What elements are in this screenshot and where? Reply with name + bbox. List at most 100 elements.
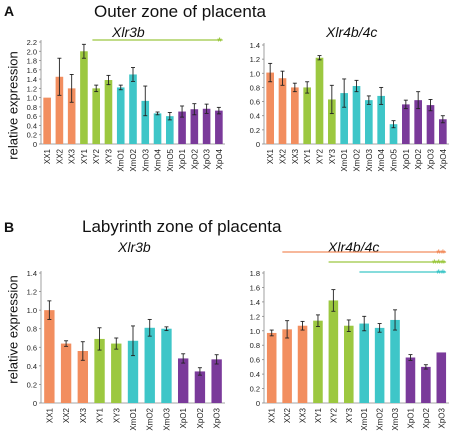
bar-XY1 [313, 320, 323, 403]
bar-XX3 [291, 87, 299, 144]
x-tick-label: XY3 [328, 148, 337, 164]
x-tick-label: XpO4 [439, 148, 448, 169]
x-tick-label: XpO2 [196, 407, 205, 428]
x-tick-label: XY2 [92, 148, 101, 164]
bar-XpO4 [439, 119, 447, 144]
bar-XX1 [44, 310, 55, 403]
bar-XpO3 [202, 108, 211, 144]
y-tick-label: 1.0 [250, 327, 260, 336]
bar-XmO5 [389, 124, 398, 144]
bar-XpO1 [405, 357, 416, 403]
bar-XpO1 [177, 358, 189, 403]
bar-XmO2 [129, 74, 137, 144]
x-tick-label: XpO1 [406, 407, 415, 428]
bar-XY1 [80, 51, 88, 144]
bar-XmO5 [165, 116, 174, 144]
y-tick-label: 0.6 [27, 343, 37, 352]
x-tick-label: XX2 [283, 407, 292, 423]
bar-XX1 [266, 72, 274, 144]
y-tick-label: 0.2 [250, 385, 260, 394]
bar-XX1 [266, 332, 277, 403]
bar-XY3 [111, 343, 122, 403]
y-tick-label: 0 [33, 140, 37, 149]
y-tick-label: 1.8 [27, 57, 37, 66]
y-tick-label: 0.2 [250, 126, 260, 135]
x-tick-label: XpO2 [414, 148, 423, 169]
y-tick-label: 1.6 [27, 66, 37, 75]
x-tick-label: XmO1 [117, 148, 126, 171]
x-tick-label: XmO2 [146, 407, 155, 430]
x-tick-label: XX2 [279, 148, 288, 164]
chart-1: 00.20.40.60.81.01.21.41.61.82.02.2 XX1 XX2… [27, 36, 225, 172]
bar-XmO4 [377, 95, 385, 144]
y-tick-label: 1.4 [27, 75, 37, 84]
bar-XmO1 [116, 87, 125, 144]
bar-XY2 [328, 300, 339, 403]
y-tick-label: 1.0 [27, 306, 37, 315]
x-tick-label: XmO3 [141, 148, 150, 171]
y-tick-label: 0.8 [250, 83, 260, 92]
bar-XX2 [278, 78, 287, 144]
significance-marks: *** [432, 258, 446, 270]
chart-4: 0 0.2 0.4 0.6 0.8 1.0 1.2 1.4 1.6 1.8 XX1 XX2 XX3 XY1… [250, 248, 449, 431]
significance-marks: ** [437, 248, 446, 260]
bar-XmO2 [144, 327, 155, 403]
x-tick-label: XY1 [80, 148, 89, 164]
x-tick-label: XmO2 [129, 148, 138, 171]
bar-XpO2 [421, 366, 431, 403]
y-tick-label: 1.4 [250, 298, 260, 307]
bar-XpO2 [190, 109, 199, 144]
bar-XY2 [315, 57, 324, 144]
y-tick-label: 1.4 [27, 269, 37, 278]
bar-XpO3 [211, 359, 222, 403]
y-tick-label: 0 [256, 399, 260, 408]
panel-a-title: Outer zone of placenta [94, 2, 267, 21]
x-tick-label: XX2 [62, 407, 71, 423]
bar-XpO1 [402, 104, 410, 144]
x-tick-label: XX3 [79, 407, 88, 423]
x-tick-label: XpO4 [215, 148, 224, 169]
bar-XY3 [328, 99, 336, 144]
x-tick-label: XpO2 [190, 148, 199, 169]
y-tick-label: 1.0 [250, 69, 260, 78]
y-tick-label: 0.8 [250, 341, 260, 350]
bar-XmO3 [161, 328, 172, 403]
x-tick-label: XY1 [96, 407, 105, 423]
x-tick-label: XY1 [314, 407, 323, 423]
bar-XmO3 [141, 100, 150, 144]
bar-XY3 [344, 325, 354, 403]
chart-b2-title: Xlr4b/4c [328, 239, 380, 255]
bar-XY1 [303, 87, 311, 144]
y-tick-label: 0.8 [27, 103, 37, 112]
y-tick-label: 0.4 [27, 121, 37, 130]
x-tick-label: XpO1 [178, 148, 187, 169]
bar-XpO1 [178, 111, 186, 144]
x-tick-label: XX1 [43, 148, 52, 164]
bar-XmO1 [127, 340, 139, 403]
bar-XpO4 [215, 110, 223, 144]
y-tick-label: 0.4 [250, 370, 260, 379]
y-tick-label: 1.8 [250, 269, 260, 278]
x-tick-label: XmO1 [360, 407, 369, 430]
y-tick-label: 1.2 [250, 55, 260, 64]
x-tick-label: XmO5 [166, 148, 175, 171]
y-tick-label: 0.4 [250, 112, 260, 121]
bar-XX1 [43, 97, 51, 144]
x-tick-label: XX1 [45, 407, 54, 423]
bar-XmO2 [374, 327, 385, 403]
bar-XmO3 [390, 319, 400, 403]
x-tick-label: XmO4 [154, 148, 163, 171]
x-tick-label: XY3 [112, 407, 121, 423]
x-tick-label: XmO2 [353, 148, 362, 171]
y-tick-label: 0.4 [27, 362, 37, 371]
bar-XmO3 [365, 100, 373, 144]
x-tick-label: XX3 [68, 148, 77, 164]
chart-a1-title: Xlr3b [112, 24, 145, 40]
x-tick-label: XmO3 [162, 407, 171, 430]
y-tick-label: 1.2 [27, 288, 37, 297]
x-tick-label: XmO1 [340, 148, 349, 171]
y-tick-label: 1.2 [27, 84, 37, 93]
bar-XX3 [77, 351, 89, 403]
x-tick-label: XpO3 [427, 148, 436, 169]
